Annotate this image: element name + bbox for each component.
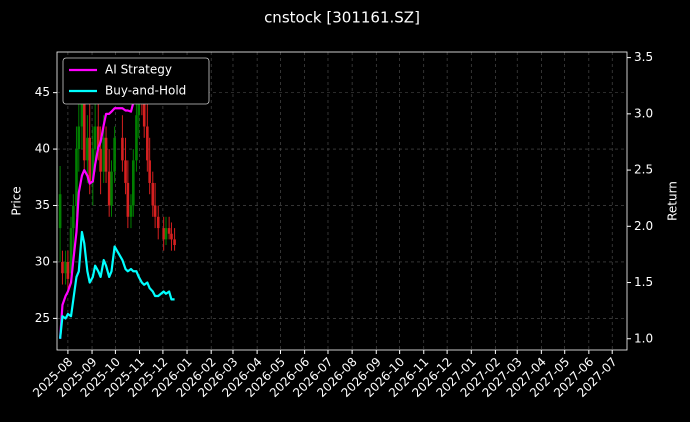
candle-body (86, 137, 89, 161)
legend-box (62, 57, 210, 105)
candle-body (107, 171, 111, 206)
candle-body (58, 194, 62, 229)
y-tick-label: 25 (35, 311, 50, 325)
candle-body (75, 149, 78, 206)
candle-body (72, 205, 75, 229)
legend-label: Buy-and-Hold (105, 84, 186, 98)
candle-body (102, 137, 106, 172)
candle-body (104, 137, 108, 172)
y2-tick-label: 3.0 (634, 106, 653, 120)
candle-body (96, 126, 100, 150)
y-tick-label: 35 (35, 198, 50, 212)
candle-body (99, 149, 102, 172)
candle-body (93, 126, 97, 150)
candle-body (82, 103, 86, 161)
candle-body (162, 228, 165, 240)
candle-body (142, 103, 146, 127)
candle-body (88, 137, 92, 183)
candle-body (121, 137, 124, 161)
legend-label: AI Strategy (105, 63, 172, 77)
candle-body (170, 233, 173, 240)
candle-body (132, 160, 135, 206)
y2-tick-label: 2.5 (634, 163, 653, 177)
candle-body (173, 239, 176, 246)
candle-body (113, 137, 116, 172)
candle-body (77, 126, 81, 150)
candle-body (146, 126, 149, 161)
candle-body (91, 149, 95, 183)
candle-body (64, 261, 67, 274)
chart-title: cnstock [301161.SZ] (264, 9, 420, 27)
y2-tick-label: 1.0 (634, 331, 653, 345)
candle-body (61, 261, 64, 274)
candle-body (148, 160, 151, 183)
candle-body (129, 205, 133, 217)
candle-body (156, 216, 160, 229)
y-tick-label: 30 (35, 254, 50, 268)
candle-body (135, 115, 138, 161)
candle-body (167, 228, 171, 234)
candle-body (126, 182, 130, 217)
y-axis-label: Price (10, 186, 24, 215)
candle-body (164, 228, 168, 240)
candle-body (153, 205, 157, 217)
y-tick-label: 40 (35, 142, 50, 156)
y-tick-label: 45 (35, 85, 50, 99)
candle-body (110, 171, 113, 206)
candle-body (66, 261, 70, 279)
y2-axis-label: Return (666, 181, 680, 221)
candle-body (124, 160, 127, 183)
y2-tick-label: 2.0 (634, 219, 653, 233)
candle-body (151, 182, 155, 206)
y2-tick-label: 3.5 (634, 50, 653, 64)
plot-frame (56, 51, 628, 351)
candle-body (69, 228, 73, 274)
candle-body (80, 103, 84, 127)
line-series (59, 230, 175, 339)
y2-tick-label: 1.5 (634, 275, 653, 289)
